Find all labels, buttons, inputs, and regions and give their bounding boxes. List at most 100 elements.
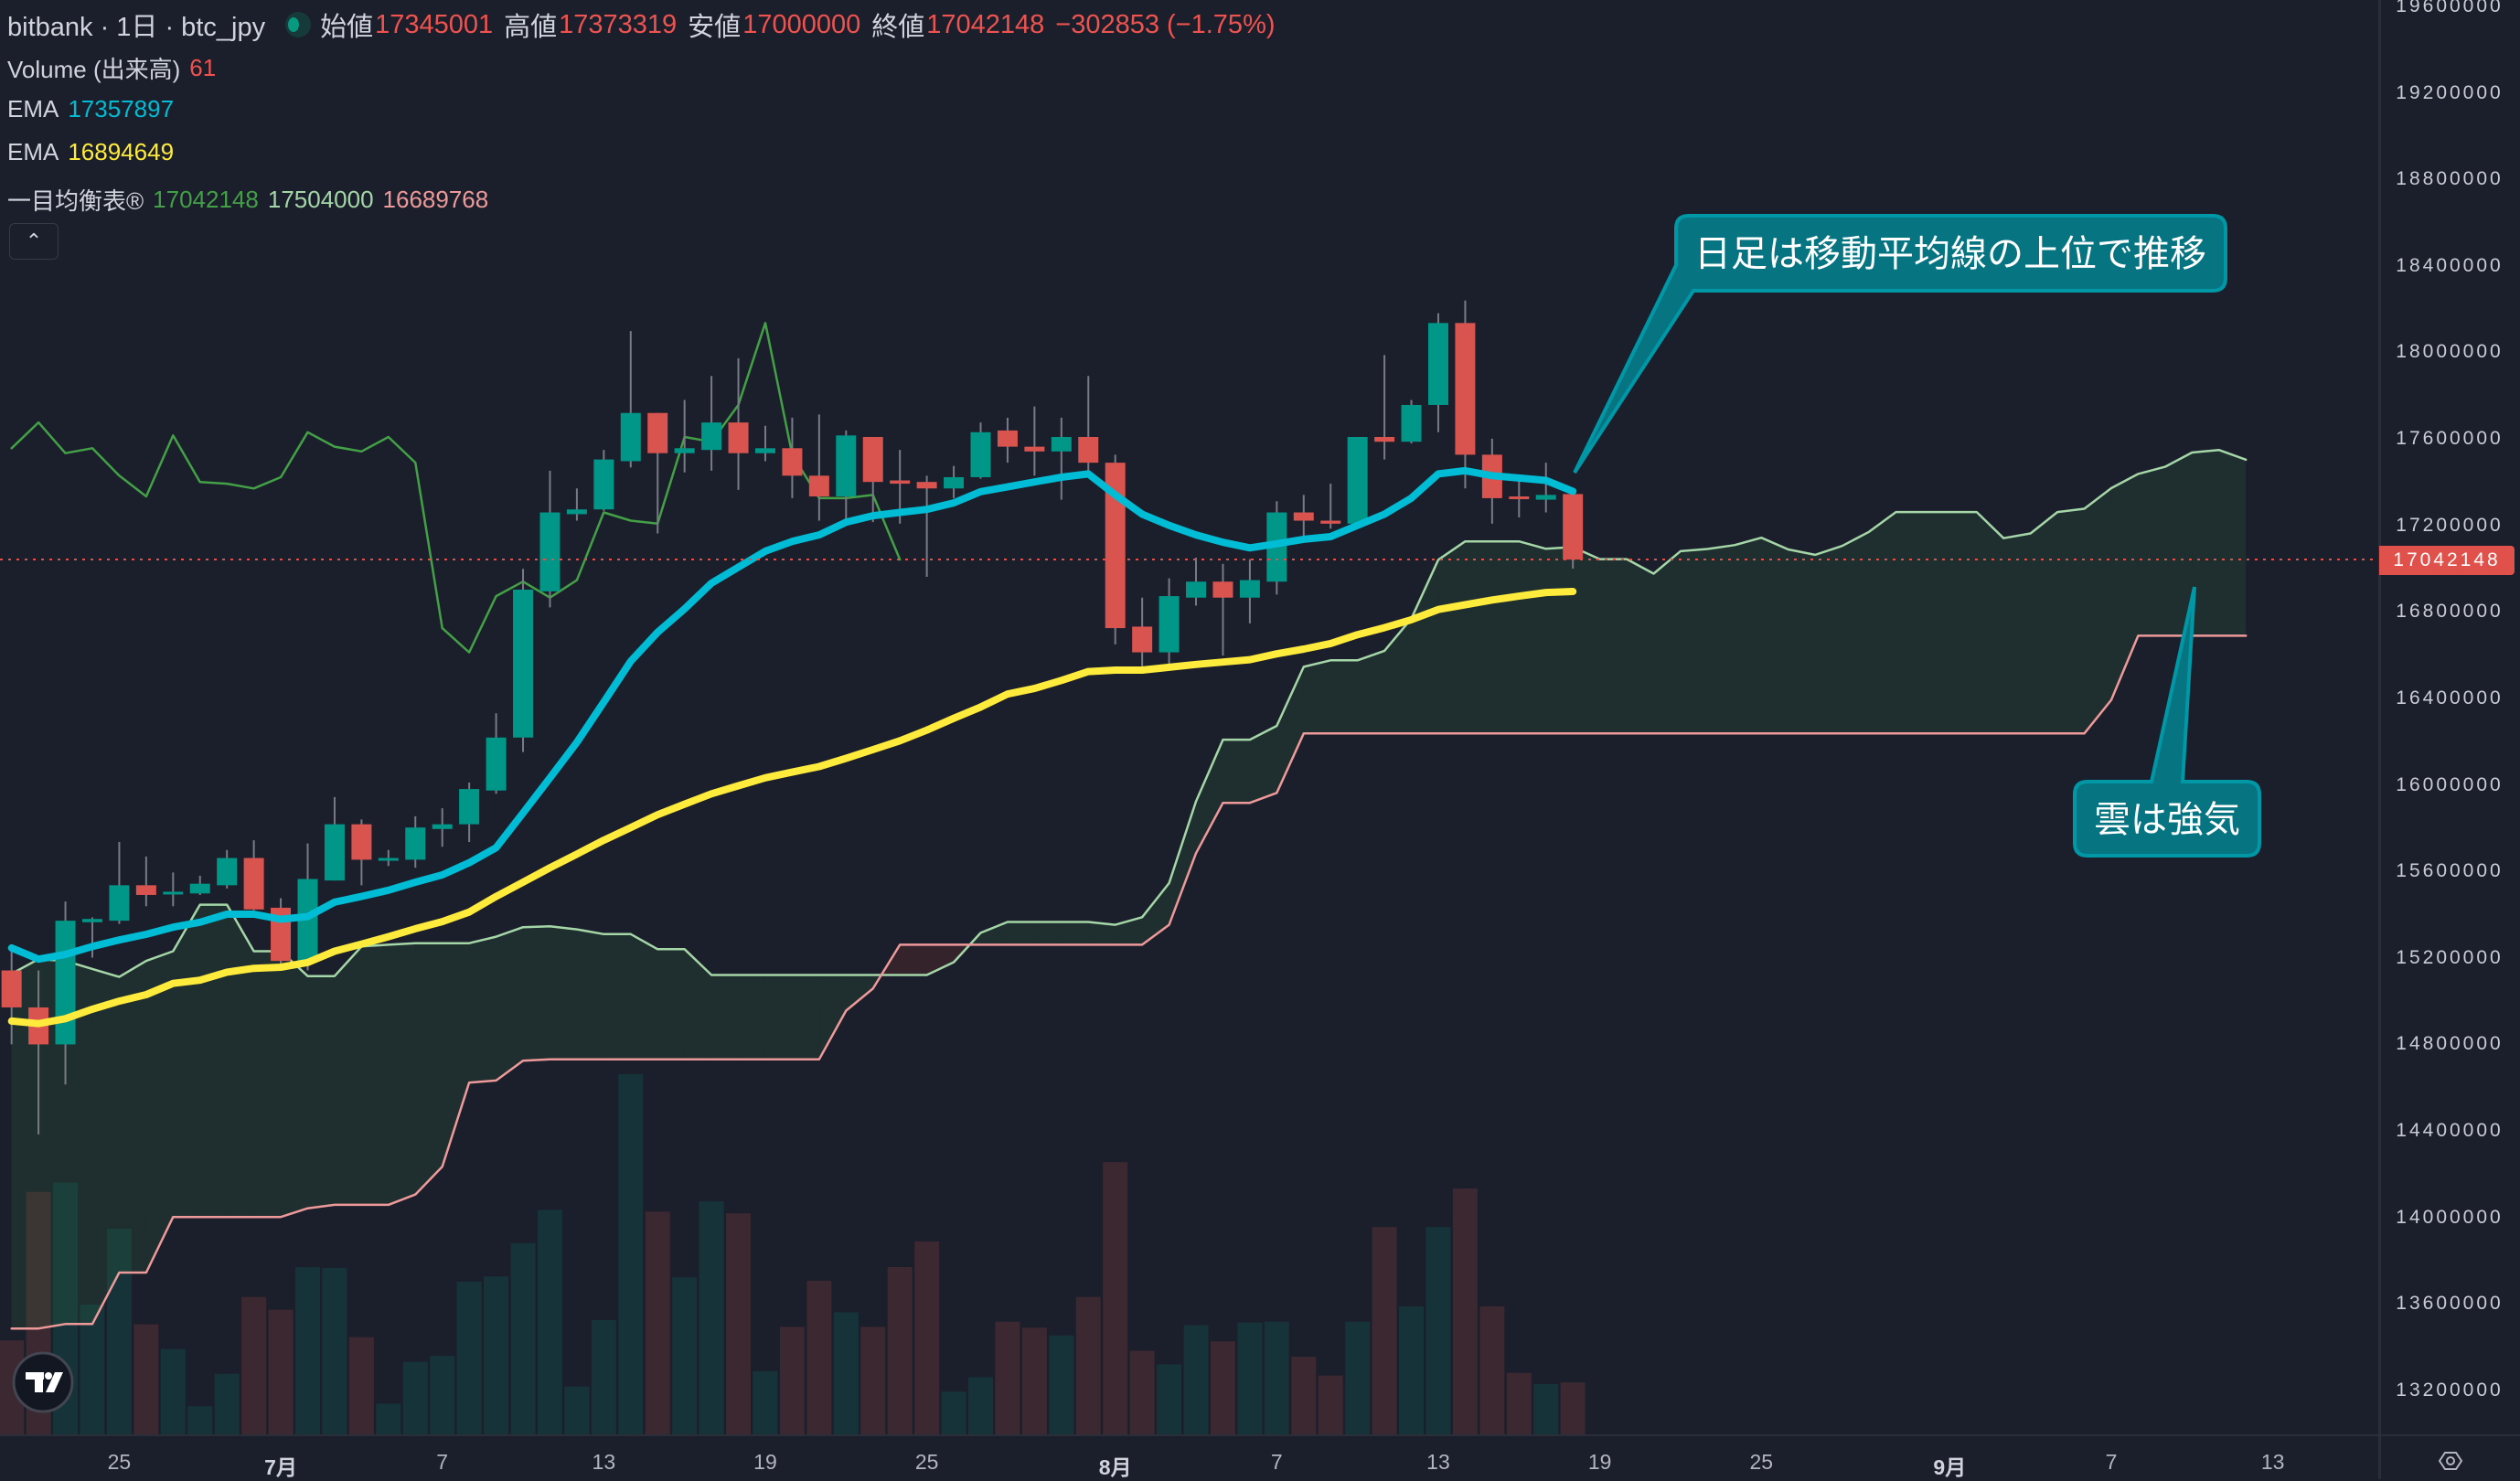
- cloud-segment-bullish: [1276, 666, 1304, 794]
- volume-bar: [456, 1281, 482, 1434]
- ichimoku-label: 一目均衡表®: [7, 187, 144, 215]
- candle: [1186, 557, 1207, 606]
- legend-volume[interactable]: Volume (出来高) 61: [7, 51, 225, 85]
- cloud-segment-bullish: [1761, 538, 1789, 734]
- candle: [997, 417, 1018, 463]
- cloud-segment-bullish: [1922, 512, 1950, 734]
- candle: [916, 475, 937, 578]
- volume-bar: [1506, 1372, 1532, 1434]
- cloud-segment-bullish: [2030, 512, 2058, 734]
- cloud-segment-bullish: [1788, 549, 1816, 734]
- legend-ema-slow[interactable]: EMA 16894649: [7, 138, 183, 166]
- candle: [189, 875, 210, 895]
- candle-body-down: [1078, 436, 1099, 463]
- candle: [620, 331, 641, 468]
- symbol-legend[interactable]: bitbank · 1日 · btc_jpy 始値 17345001 高値 17…: [7, 5, 1287, 44]
- collapse-legend-button[interactable]: ⌃: [9, 223, 59, 260]
- candle: [513, 569, 534, 752]
- volume-bar: [241, 1296, 267, 1434]
- close-value: 17042148: [926, 9, 1045, 39]
- cloud-segment-bullish: [603, 933, 631, 1060]
- cloud-segment-bullish: [199, 904, 228, 1218]
- tradingview-logo[interactable]: [12, 1351, 74, 1413]
- candle: [217, 849, 238, 889]
- candle-body-up: [513, 589, 534, 738]
- candle-body-up: [55, 921, 76, 1045]
- candle-body-up: [109, 885, 130, 922]
- candle-body-down: [728, 422, 749, 453]
- candle-body-up: [1186, 581, 1207, 598]
- volume-bar: [1103, 1162, 1128, 1434]
- cloud-segment-bullish: [1196, 740, 1223, 854]
- time-axis-label: 7: [1270, 1450, 1283, 1474]
- chevron-up-icon: ⌃: [25, 229, 43, 252]
- candle-body-down: [647, 412, 668, 453]
- callout-cloud[interactable]: 雲は強気: [2073, 586, 2261, 858]
- cloud-segment-bullish: [253, 951, 282, 1218]
- volume-bar: [1372, 1227, 1397, 1434]
- candle: [432, 808, 453, 847]
- volume-bar: [484, 1276, 509, 1434]
- candle-body-down: [808, 475, 829, 497]
- cloud-segment-bullish: [415, 943, 443, 1195]
- ichimoku-lagging-value: 17042148: [153, 186, 259, 213]
- volume-bar: [160, 1348, 186, 1434]
- candle-body-up: [1159, 596, 1180, 653]
- cloud-segment-bullish: [764, 975, 793, 1060]
- price-axis-label: 16800000: [2396, 601, 2504, 623]
- volume-bar: [806, 1280, 832, 1434]
- volume-bar: [833, 1312, 859, 1434]
- volume-bar: [1479, 1305, 1505, 1434]
- volume-bar: [699, 1201, 724, 1434]
- candle: [1239, 559, 1260, 623]
- candle: [1481, 438, 1502, 524]
- cloud-segment-bullish: [523, 926, 550, 1061]
- candle-body-up: [81, 919, 102, 922]
- price-axis-label: 14000000: [2396, 1206, 2504, 1228]
- volume-bar: [645, 1211, 670, 1434]
- volume-bar: [348, 1337, 374, 1434]
- volume-bar: [322, 1267, 347, 1434]
- volume-bar: [914, 1241, 940, 1434]
- candle: [754, 425, 775, 462]
- volume-bar: [1237, 1322, 1263, 1434]
- symbol-title[interactable]: bitbank · 1日 · btc_jpy: [7, 13, 266, 42]
- callout-ma-text: 日足は移動平均線の上位で推移: [1694, 233, 2206, 275]
- legend-ichimoku[interactable]: 一目均衡表® 17042148 17504000 16689768: [7, 183, 497, 217]
- volume-bar: [968, 1377, 993, 1434]
- volume-bar: [1183, 1325, 1209, 1434]
- volume-bar: [1452, 1188, 1478, 1434]
- legend-ema-fast[interactable]: EMA 17357897: [7, 95, 183, 123]
- candle-body-up: [1347, 436, 1368, 524]
- candle: [405, 815, 426, 868]
- candle-body-up: [593, 459, 614, 510]
- time-axis-label: 9月: [1933, 1455, 1967, 1479]
- cloud-segment-bullish: [1869, 512, 1896, 734]
- candle: [1563, 487, 1584, 570]
- candle: [109, 842, 130, 924]
- cloud-segment-bullish: [1491, 541, 1520, 734]
- cloud-segment-bullish: [818, 975, 847, 1060]
- volume-bar: [1318, 1375, 1343, 1434]
- low-label: 安値: [688, 13, 742, 42]
- candle-body-up: [1427, 323, 1448, 405]
- cloud-segment-bullish: [1465, 541, 1492, 734]
- cloud-segment-bullish: [1949, 512, 1977, 734]
- candle: [1078, 376, 1099, 473]
- ema-fast-line: [7, 466, 1577, 964]
- candle: [1455, 300, 1476, 489]
- volume-bar: [1345, 1321, 1371, 1434]
- candle: [81, 917, 102, 958]
- volume-bar: [887, 1266, 913, 1434]
- price-axis-label: 19200000: [2396, 81, 2504, 103]
- candle-body-down: [1132, 626, 1153, 653]
- cloud-segment-bullish: [1519, 541, 1546, 734]
- cloud-segment-bullish: [1303, 660, 1331, 734]
- chart-settings-icon[interactable]: [2438, 1452, 2463, 1470]
- candle-body-down: [890, 480, 911, 485]
- price-axis-label: 18800000: [2396, 168, 2504, 190]
- candle: [1105, 454, 1126, 645]
- volume-bar: [187, 1406, 213, 1434]
- callout-ma[interactable]: 日足は移動平均線の上位で推移: [1573, 214, 2227, 474]
